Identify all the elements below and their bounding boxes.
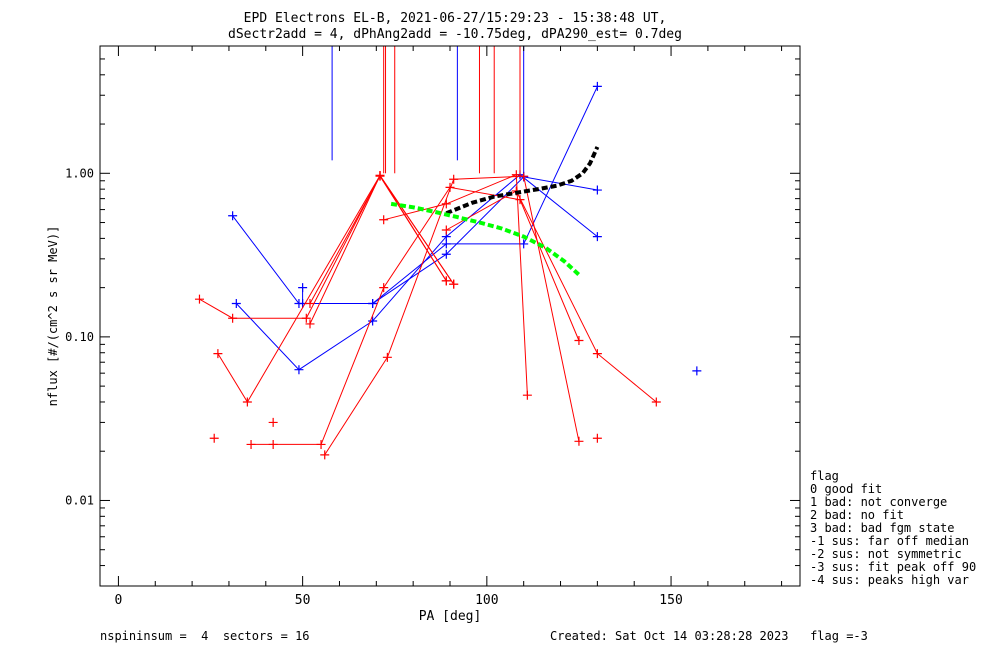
legend-item: 3 bad: bad fgm state	[810, 521, 955, 535]
series-line-4	[217, 174, 447, 403]
data-point-13-0	[268, 417, 278, 427]
data-point-8-0	[320, 450, 330, 460]
data-point-3-1	[228, 313, 238, 323]
chart-subtitle: dSectr2add = 4, dPhAng2add = -10.75deg, …	[228, 27, 682, 42]
data-point-10-3	[651, 397, 661, 407]
data-point-7-2	[316, 439, 326, 449]
series-line-7	[251, 186, 580, 445]
data-point-7-1	[268, 439, 278, 449]
data-point-8-1	[382, 352, 392, 362]
data-point-8-4	[574, 436, 584, 446]
plot-frame	[99, 45, 801, 587]
data-point-5-0	[305, 319, 315, 329]
data-point-0-3	[441, 249, 451, 259]
flag-legend: flag 0 good fit 1 bad: not converge 2 ba…	[810, 469, 976, 587]
fit-layer	[390, 146, 600, 277]
footer-settings: nspininsum = 4 sectors = 16	[100, 629, 310, 643]
marker-layer	[331, 46, 525, 174]
y-tick-label: 1.00	[65, 166, 94, 180]
data-point-1-2	[368, 316, 378, 326]
data-point-1-5	[592, 232, 602, 242]
data-point-1-1	[294, 365, 304, 375]
legend-item: 0 good fit	[810, 482, 882, 496]
legend-item: 1 bad: not converge	[810, 495, 947, 509]
series-line-10	[446, 190, 657, 403]
x-tick-label: 150	[659, 593, 682, 608]
data-point-9-2	[511, 170, 521, 180]
data-point-6-0	[305, 298, 315, 308]
y-axis-label: nflux [#/(cm^2 s sr MeV)]	[46, 226, 60, 407]
data-point-8-2	[449, 174, 459, 184]
data-point-5-2	[449, 279, 459, 289]
data-point-7-5	[515, 195, 525, 205]
data-point-7-0	[246, 439, 256, 449]
x-tick-label: 100	[475, 593, 498, 608]
x-tick-label: 0	[115, 593, 123, 608]
chart-title: EPD Electrons EL-B, 2021-06-27/15:29:23 …	[244, 11, 667, 26]
data-point-0-0	[228, 211, 238, 221]
data-point-0-5	[592, 185, 602, 195]
data-point-9-0	[379, 215, 389, 225]
series-line-5	[309, 174, 455, 325]
y-tick-label: 0.01	[65, 493, 94, 507]
data-point-3-2	[301, 313, 311, 323]
y-tick-label: 0.10	[65, 330, 94, 344]
axes-layer: 0 50 100 150 0.01 0.10 1.00	[65, 45, 800, 608]
series-line-9	[383, 173, 528, 396]
fit-curve-1	[390, 201, 581, 277]
legend-item: -2 sus: not symmetric	[810, 547, 962, 561]
footer-created: Created: Sat Oct 14 03:28:28 2023 flag =…	[550, 629, 868, 643]
series-line-2	[302, 86, 598, 304]
legend-item: 2 bad: no fit	[810, 508, 904, 522]
series-line-8	[324, 175, 580, 456]
data-point-6-1	[375, 171, 385, 181]
data-point-10-2	[592, 349, 602, 359]
data-point-1-0	[231, 298, 241, 308]
data-point-12-0	[209, 433, 219, 443]
data-point-2-0	[298, 283, 308, 293]
x-tick-label: 50	[295, 593, 311, 608]
data-point-2-2	[368, 298, 378, 308]
data-point-9-1	[441, 199, 451, 209]
series-line-1	[235, 174, 598, 371]
data-point-11-0	[592, 433, 602, 443]
series-line-6	[309, 175, 447, 304]
data-point-14-0	[692, 366, 702, 376]
data-point-7-3	[379, 283, 389, 293]
data-point-6-2	[441, 276, 451, 286]
data-point-4-0	[213, 349, 223, 359]
legend-item: -4 sus: peaks high var	[810, 573, 969, 587]
series-layer	[194, 81, 702, 460]
legend-title: flag	[810, 469, 839, 483]
data-point-2-3	[441, 239, 451, 249]
data-point-4-1	[242, 397, 252, 407]
x-axis-label: PA [deg]	[419, 609, 482, 624]
fit-curve-0	[445, 146, 600, 216]
data-point-2-5	[592, 81, 602, 91]
legend-item: -3 sus: fit peak off 90	[810, 560, 976, 574]
data-point-7-6	[574, 336, 584, 346]
data-point-10-0	[441, 225, 451, 235]
data-point-2-4	[519, 239, 529, 249]
legend-item: -1 sus: far off median	[810, 534, 969, 548]
data-point-9-3	[522, 390, 532, 400]
series-line-3	[199, 174, 455, 319]
data-point-3-0	[194, 294, 204, 304]
